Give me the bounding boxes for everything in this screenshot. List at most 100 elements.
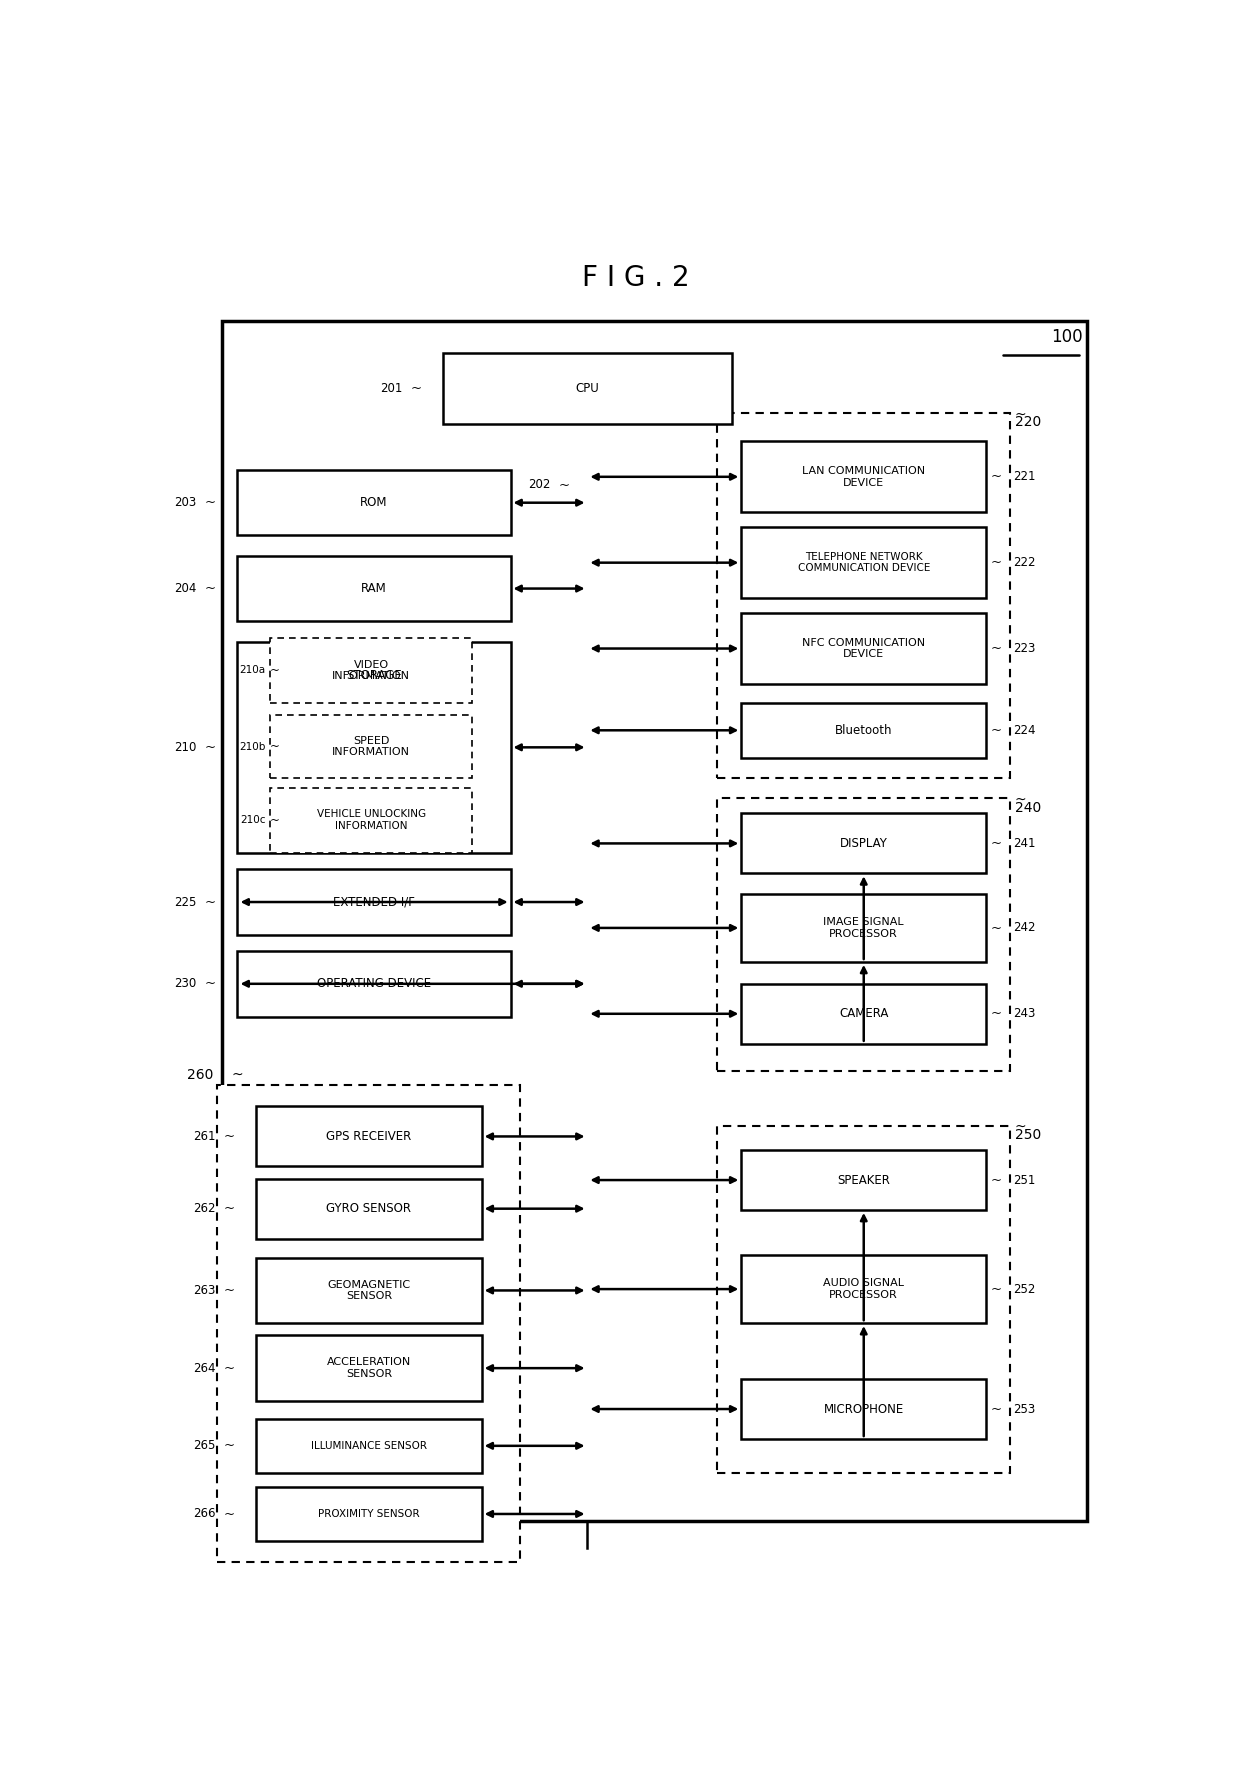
Text: CAMERA: CAMERA (839, 1007, 888, 1020)
Bar (237, 471, 511, 535)
Text: MICROPHONE: MICROPHONE (823, 1402, 904, 1416)
Text: ILLUMINANCE SENSOR: ILLUMINANCE SENSOR (311, 1441, 427, 1451)
Text: 210b: 210b (239, 742, 265, 752)
Text: ~: ~ (269, 664, 279, 676)
Text: 224: 224 (1013, 724, 1035, 736)
Text: 225: 225 (174, 896, 196, 908)
Text: ~: ~ (1014, 407, 1025, 421)
Text: PROXIMITY SENSOR: PROXIMITY SENSOR (317, 1510, 419, 1519)
Text: 262: 262 (193, 1202, 216, 1216)
Text: SPEED
INFORMATION: SPEED INFORMATION (332, 736, 410, 758)
Text: 210c: 210c (241, 816, 265, 825)
Text: ~: ~ (223, 1439, 234, 1453)
Text: 252: 252 (1013, 1283, 1035, 1296)
Text: VIDEO
INFORMATION: VIDEO INFORMATION (332, 660, 410, 681)
Text: ~: ~ (991, 922, 1002, 935)
Bar (237, 556, 511, 621)
Text: ~: ~ (1014, 793, 1025, 807)
Text: ACCELERATION
SENSOR: ACCELERATION SENSOR (326, 1358, 410, 1379)
Text: ~: ~ (223, 1129, 234, 1143)
Text: 264: 264 (193, 1361, 216, 1375)
Text: 220: 220 (1016, 416, 1042, 430)
Text: ~: ~ (410, 382, 422, 395)
Text: 243: 243 (1013, 1007, 1035, 1020)
Bar (742, 814, 986, 873)
Text: 253: 253 (1013, 1402, 1035, 1416)
Text: ~: ~ (991, 471, 1002, 483)
Bar (255, 1418, 481, 1473)
Text: 240: 240 (1016, 802, 1042, 816)
Bar (717, 798, 1011, 1071)
Bar (444, 352, 732, 423)
Text: 230: 230 (174, 977, 196, 989)
Bar (742, 1379, 986, 1439)
Bar (742, 894, 986, 963)
Text: ~: ~ (205, 742, 216, 754)
Text: Bluetooth: Bluetooth (835, 724, 893, 736)
Bar (717, 412, 1011, 779)
Text: EXTENDED I/F: EXTENDED I/F (332, 896, 414, 908)
Bar (742, 612, 986, 683)
Text: GEOMAGNETIC
SENSOR: GEOMAGNETIC SENSOR (327, 1280, 410, 1301)
Text: LAN COMMUNICATION
DEVICE: LAN COMMUNICATION DEVICE (802, 466, 925, 487)
Text: 266: 266 (193, 1508, 216, 1520)
Text: ~: ~ (559, 478, 570, 492)
Text: TELEPHONE NETWORK
COMMUNICATION DEVICE: TELEPHONE NETWORK COMMUNICATION DEVICE (797, 552, 930, 573)
Text: 221: 221 (1013, 471, 1035, 483)
Text: ~: ~ (223, 1283, 234, 1297)
Bar (742, 441, 986, 512)
Text: 210a: 210a (239, 666, 265, 676)
Text: 210: 210 (174, 742, 196, 754)
Text: ~: ~ (991, 1402, 1002, 1416)
Text: ~: ~ (991, 724, 1002, 736)
Bar (742, 984, 986, 1044)
Text: ~: ~ (1014, 1120, 1025, 1135)
Text: ROM: ROM (360, 496, 387, 510)
Text: 242: 242 (1013, 922, 1035, 935)
Text: ~: ~ (205, 496, 216, 510)
Text: 203: 203 (174, 496, 196, 510)
Text: SPEAKER: SPEAKER (837, 1174, 890, 1186)
Text: DISPLAY: DISPLAY (839, 837, 888, 850)
Text: AUDIO SIGNAL
PROCESSOR: AUDIO SIGNAL PROCESSOR (823, 1278, 904, 1299)
Text: RAM: RAM (361, 582, 387, 595)
Text: ~: ~ (991, 643, 1002, 655)
Bar (222, 322, 1087, 1520)
Bar (237, 869, 511, 935)
Bar (255, 1179, 481, 1239)
Text: ~: ~ (269, 740, 279, 754)
Bar (717, 1126, 1011, 1473)
Text: 222: 222 (1013, 556, 1035, 570)
Text: 100: 100 (1050, 327, 1083, 347)
Text: 201: 201 (381, 382, 403, 395)
Text: ~: ~ (991, 837, 1002, 850)
Bar (270, 788, 472, 853)
Bar (742, 703, 986, 758)
Text: NFC COMMUNICATION
DEVICE: NFC COMMUNICATION DEVICE (802, 637, 925, 660)
Text: 260: 260 (187, 1067, 213, 1081)
Bar (217, 1085, 521, 1561)
Text: ~: ~ (991, 1007, 1002, 1020)
Text: 202: 202 (528, 478, 551, 492)
Text: 223: 223 (1013, 643, 1035, 655)
Bar (255, 1106, 481, 1166)
Text: 241: 241 (1013, 837, 1035, 850)
Text: 263: 263 (193, 1283, 216, 1297)
Bar (270, 715, 472, 779)
Text: VEHICLE UNLOCKING
INFORMATION: VEHICLE UNLOCKING INFORMATION (316, 809, 425, 832)
Text: OPERATING DEVICE: OPERATING DEVICE (316, 977, 430, 989)
Bar (742, 527, 986, 598)
Bar (237, 643, 511, 853)
Text: STORAGE: STORAGE (346, 669, 402, 681)
Bar (237, 950, 511, 1016)
Bar (255, 1258, 481, 1324)
Text: ~: ~ (991, 1174, 1002, 1186)
Text: GPS RECEIVER: GPS RECEIVER (326, 1129, 412, 1143)
Text: 265: 265 (193, 1439, 216, 1453)
Text: GYRO SENSOR: GYRO SENSOR (326, 1202, 412, 1216)
Bar (255, 1335, 481, 1400)
Text: 204: 204 (174, 582, 196, 595)
Text: ~: ~ (223, 1361, 234, 1375)
Bar (742, 1150, 986, 1211)
Text: IMAGE SIGNAL
PROCESSOR: IMAGE SIGNAL PROCESSOR (823, 917, 904, 938)
